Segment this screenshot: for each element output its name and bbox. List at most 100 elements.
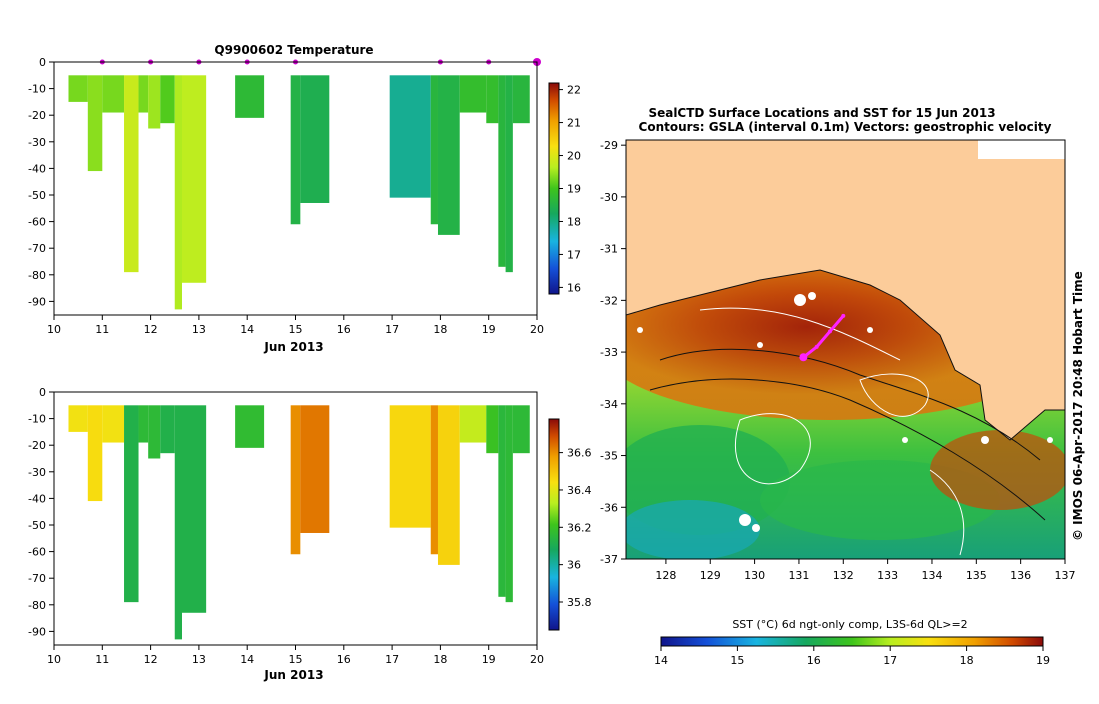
profile-bar-9 xyxy=(235,405,265,448)
profile-bar-6 xyxy=(160,75,175,124)
y-tick-label-9: -90 xyxy=(28,625,46,638)
colorbar-tick-label-1: 21 xyxy=(567,117,581,130)
gsla-contour-5 xyxy=(859,373,929,417)
gsla-contour-4 xyxy=(734,413,811,485)
y-tick-label-2: -20 xyxy=(28,439,46,452)
y-tick-label-3: -30 xyxy=(28,136,46,149)
profile-bar-18 xyxy=(505,405,513,603)
profile-bar-8 xyxy=(181,405,207,613)
lon-tick-label-7: 135 xyxy=(966,569,987,582)
cool-water-southwest xyxy=(626,500,760,559)
profile-bar-1 xyxy=(87,405,103,502)
sst-colorbar-ticks: 14 15 16 17 18 19 xyxy=(654,646,1050,667)
sst-colorbar-tick-label-5: 19 xyxy=(1036,654,1050,667)
colorbar-tick-label-2: 20 xyxy=(567,150,581,163)
colorbar-tick-label-3: 36 xyxy=(567,559,581,572)
x-tick-label-9: 19 xyxy=(482,653,496,666)
lat-tick-label-1: -30 xyxy=(600,191,618,204)
lon-tick-label-4: 132 xyxy=(833,569,854,582)
lat-tick-label-2: -31 xyxy=(600,243,618,256)
lat-tick-label-3: -32 xyxy=(600,294,618,307)
profile-bar-6 xyxy=(160,405,175,454)
profile-bar-4 xyxy=(138,405,149,443)
profile-bar-15 xyxy=(459,75,487,113)
salinity-y-ticks: 0 -10 -20 -30 -40 -50 -60 -70 -80 -90 xyxy=(28,386,54,638)
y-tick-label-4: -40 xyxy=(28,162,46,175)
sst-colorbar-tick-label-3: 17 xyxy=(883,654,897,667)
lon-tick-label-6: 134 xyxy=(921,569,942,582)
y-tick-label-0: 0 xyxy=(39,386,46,399)
x-tick-label-3: 13 xyxy=(192,323,206,336)
gsla-contour-6 xyxy=(929,469,965,556)
x-tick-label-6: 16 xyxy=(337,323,351,336)
colorbar-tick-label-4: 18 xyxy=(567,215,581,228)
profile-bar-5 xyxy=(148,75,161,129)
x-tick-label-10: 20 xyxy=(530,323,544,336)
colorbar-tick-label-2: 36.2 xyxy=(567,521,592,534)
lat-tick-label-5: -34 xyxy=(600,398,618,411)
y-tick-label-8: -80 xyxy=(28,599,46,612)
seal-track xyxy=(799,313,846,362)
colorbar-tick-label-0: 36.6 xyxy=(567,447,592,460)
profile-bar-11 xyxy=(300,75,330,203)
y-tick-label-7: -70 xyxy=(28,242,46,255)
seal-track-point-0 xyxy=(799,353,808,362)
x-tick-label-5: 15 xyxy=(289,653,303,666)
colorbar-tick-label-5: 17 xyxy=(567,248,581,261)
colorbar-tick-label-0: 22 xyxy=(567,84,581,97)
profile-bar-9 xyxy=(235,75,265,118)
lat-tick-label-6: -35 xyxy=(600,450,618,463)
map-latitude-ticks: -29 -30 -31 -32 -33 -34 -35 -36 -37 xyxy=(600,139,626,566)
profile-bar-17 xyxy=(498,405,506,597)
salinity-bars xyxy=(68,405,530,640)
profile-bar-12 xyxy=(389,405,431,528)
colorbar-tick-label-6: 16 xyxy=(567,281,581,294)
profile-bar-11 xyxy=(300,405,330,533)
temperature-panel: Q9900602 Temperature 0 -10 -20 -30 -40 -50 -60… xyxy=(28,43,581,354)
map-longitude-ticks: 128 129 130 131 132 133 134 135 136 137 xyxy=(655,559,1076,582)
x-tick-label-1: 11 xyxy=(95,653,109,666)
map-missing-data-patch xyxy=(978,140,1065,159)
map-frame xyxy=(625,139,1066,560)
profile-bar-2 xyxy=(102,405,125,443)
gsla-contour-3 xyxy=(699,307,901,361)
sst-colorbar-tick-label-4: 18 xyxy=(960,654,974,667)
x-tick-label-4: 14 xyxy=(240,653,254,666)
x-tick-label-0: 10 xyxy=(47,323,61,336)
seal-track-point-1 xyxy=(814,344,819,349)
y-tick-label-8: -80 xyxy=(28,269,46,282)
gsla-contour-1 xyxy=(659,348,1041,461)
temperature-y-ticks: 0 -10 -20 -30 -40 -50 -60 -70 -80 -90 xyxy=(28,56,54,308)
profile-bar-19 xyxy=(512,75,530,124)
lat-tick-label-4: -33 xyxy=(600,346,618,359)
sst-colorbar-tick-label-2: 16 xyxy=(807,654,821,667)
profile-bar-2 xyxy=(102,75,125,113)
seal-track-point-3 xyxy=(841,313,846,318)
gsla-contour-2 xyxy=(649,378,1046,521)
sst-colorbar-tick-label-1: 15 xyxy=(730,654,744,667)
lat-tick-label-8: -37 xyxy=(600,553,618,566)
profile-bar-4 xyxy=(138,75,149,113)
y-tick-label-4: -40 xyxy=(28,492,46,505)
warm-water-southeast xyxy=(930,430,1065,510)
y-tick-label-0: 0 xyxy=(39,56,46,69)
profile-bar-19 xyxy=(512,405,530,454)
profile-bar-17 xyxy=(498,75,506,267)
x-tick-label-7: 17 xyxy=(385,653,399,666)
profile-bar-3 xyxy=(124,75,139,273)
map-title-line2: Contours: GSLA (interval 0.1m) Vectors: … xyxy=(639,120,1052,134)
salinity-x-ticks: 10 11 12 13 14 15 16 17 18 19 20 xyxy=(47,645,544,666)
sst-map-panel: SealCTD Surface Locations and SST for 15… xyxy=(600,106,1085,667)
profile-bar-14 xyxy=(437,75,460,235)
y-tick-label-1: -10 xyxy=(28,413,46,426)
salinity-colorbar xyxy=(548,418,560,631)
x-tick-label-3: 13 xyxy=(192,653,206,666)
cloud-gaps xyxy=(637,292,1053,532)
colorbar-tick-label-1: 36.4 xyxy=(567,484,592,497)
temperature-colorbar-ticks: 22 21 20 19 18 17 16 xyxy=(559,84,581,294)
temperature-bars xyxy=(68,75,530,310)
lon-tick-label-2: 130 xyxy=(744,569,765,582)
profile-bar-5 xyxy=(148,405,161,459)
profile-bar-8 xyxy=(181,75,207,283)
y-tick-label-1: -10 xyxy=(28,83,46,96)
